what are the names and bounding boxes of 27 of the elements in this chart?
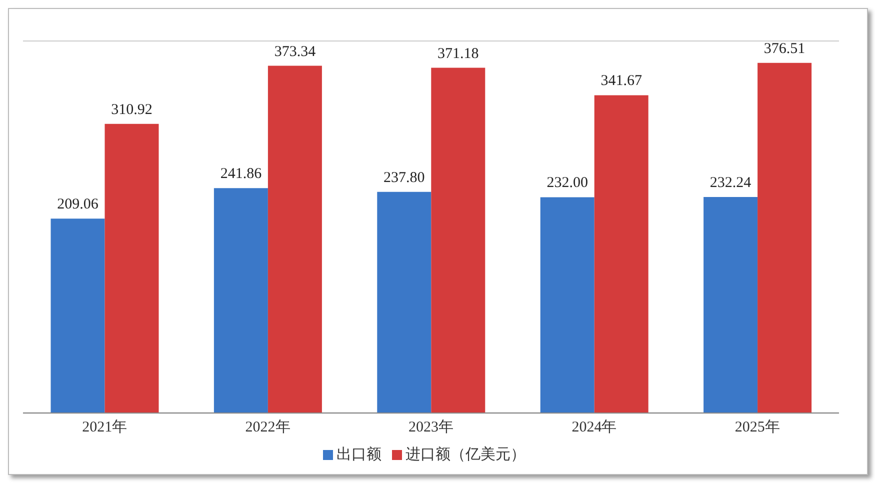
data-label: 373.34	[274, 44, 316, 60]
bar	[214, 188, 268, 413]
bar	[704, 197, 758, 413]
data-label: 232.00	[546, 175, 588, 192]
bar	[431, 68, 486, 413]
x-tick-label: 2025年	[734, 418, 780, 436]
bar	[50, 218, 105, 413]
data-label: 237.80	[384, 170, 425, 186]
data-label: 241.86	[220, 166, 262, 182]
legend-label: 进口额（亿美元）	[406, 445, 526, 463]
data-label: 376.51	[764, 40, 806, 57]
bar	[540, 197, 594, 413]
bar	[104, 124, 159, 413]
x-tick-label: 2024年	[572, 418, 617, 436]
bar	[594, 95, 648, 413]
x-tick-label: 2023年	[408, 418, 454, 436]
bar	[758, 62, 812, 413]
legend-label: 出口额	[336, 445, 382, 463]
data-label: 209.06	[57, 196, 99, 213]
data-label: 341.67	[600, 73, 642, 90]
x-tick-label: 2022年	[245, 418, 290, 436]
x-tick-label: 2021年	[82, 418, 128, 436]
data-label: 371.18	[438, 46, 479, 62]
bar	[377, 192, 432, 413]
bar	[268, 66, 322, 413]
data-label: 232.24	[710, 175, 752, 192]
data-label: 310.92	[111, 102, 152, 118]
